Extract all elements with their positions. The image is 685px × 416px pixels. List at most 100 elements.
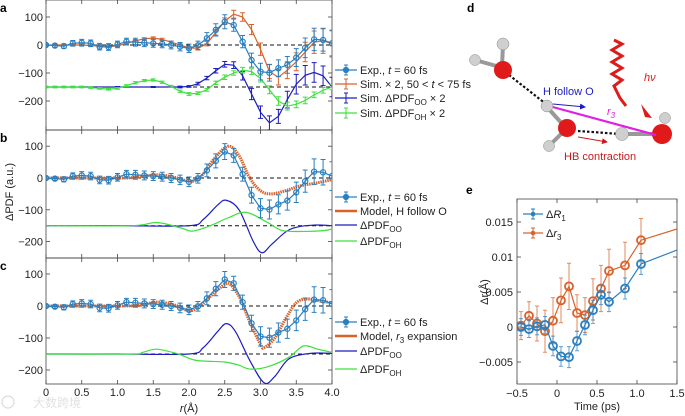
x-tick-label: 3.0 [253,387,268,399]
data-point [78,39,85,46]
data-point [194,42,202,49]
legend-label-part: Sim. ΔPDF [360,108,415,120]
panel-frame [516,198,678,385]
data-point [548,340,558,351]
x-axis-label: r(Å) [180,402,198,415]
legend-label-part: OH [389,369,401,378]
legend-label-part: < 75 fs [435,79,472,91]
error-bar [266,63,272,82]
legend-item-oo: Sim. ΔPDFOO × 2 [335,92,446,107]
legend-label-part: × 2 [426,108,445,120]
data-point [96,176,103,184]
data-point [257,68,264,75]
panel-frame [45,129,333,259]
error-bar [551,335,555,357]
data-point [221,276,228,283]
error-bar [159,80,165,84]
error-bar [311,62,317,83]
data-point [46,174,50,182]
data-point [266,206,273,213]
watermark-text: 大数跨境 [33,395,81,410]
series-line-oh [46,211,332,233]
error-bar [240,294,246,310]
data-point [150,172,157,180]
series-oh [46,66,332,111]
error-bar [222,61,228,68]
error-bar [231,70,237,76]
error-bar [177,89,183,93]
data-point [275,65,282,72]
error-bar [258,105,263,119]
legend-item-oh: ΔPDFOH [335,364,402,378]
legend-item-dr3: Δr3 [523,227,562,242]
legend-item-oh: Sim. ΔPDFOH × 2 [335,107,445,122]
oxygen-atom [558,119,576,137]
error-bar [275,59,281,78]
error-bar [599,284,603,306]
error-bar [320,159,326,186]
error-bar [275,194,281,215]
error-bar [639,253,643,275]
legend-label-part: OH [414,113,426,122]
legend-label: ΔPDFOH [360,364,402,378]
error-bar [123,84,129,87]
legend-label-part: r [553,228,558,240]
error-bar [204,291,210,306]
photon-arrowhead-icon [641,104,652,118]
error-bar [249,87,255,101]
error-bar [320,87,326,94]
series-line-oo [46,322,332,384]
legend-item-model: Model, r3 expansion [335,331,457,345]
y-tick-label: 0 [507,322,513,334]
data-point [301,44,309,52]
error-bar [535,317,539,336]
error-bar [311,91,317,99]
data-point [114,302,121,309]
series-dR1 [517,249,677,369]
error-bar [61,85,67,89]
data-point [604,296,614,307]
legend-label: Exp., t = 60 fs [360,65,428,77]
r3-label: r3 [607,106,616,120]
data-point [123,170,130,178]
error-bar [302,64,308,86]
error-bar [543,316,547,334]
y-tick-label: −100 [18,68,43,80]
error-bar [222,14,228,30]
legend-label: Model, r3 expansion [360,331,457,345]
data-point [572,336,582,346]
hb-contraction-arrow [577,136,608,145]
data-point [248,320,255,327]
y-tick-label: −200 [18,96,43,108]
error-bar [258,42,263,56]
error-bar [132,81,138,85]
error-bar [70,85,76,89]
photon-wave-icon [609,38,628,107]
data-point [176,176,184,184]
error-bar [88,86,94,89]
error-bar [311,286,317,313]
legend-label-part: t [388,317,392,329]
data-point [158,301,166,308]
r3-distance-line [548,104,657,137]
data-point [176,43,184,50]
legend-label-part: OO [389,351,401,360]
x-tick-label: 1.0 [110,387,125,399]
panel-label-b: b [0,131,7,145]
data-point [596,289,606,300]
data-point [87,40,94,47]
legend-label: Sim. ΔPDFOO × 2 [360,93,446,107]
hydrogen-bond-1 [508,74,547,105]
x-tick-label: 0 [43,387,49,399]
legend-label: ΔPDFOO [360,346,402,360]
hydrogen-bond-2 [577,129,621,136]
legend-label-part: Exp., [360,317,388,329]
data-point [310,36,318,43]
data-point [636,235,646,246]
legend-item-oo: ΔPDFOO [335,346,402,360]
series-oo [46,199,332,254]
error-bar [293,100,299,109]
data-point [230,152,237,159]
legend-label-part: t [388,65,392,77]
